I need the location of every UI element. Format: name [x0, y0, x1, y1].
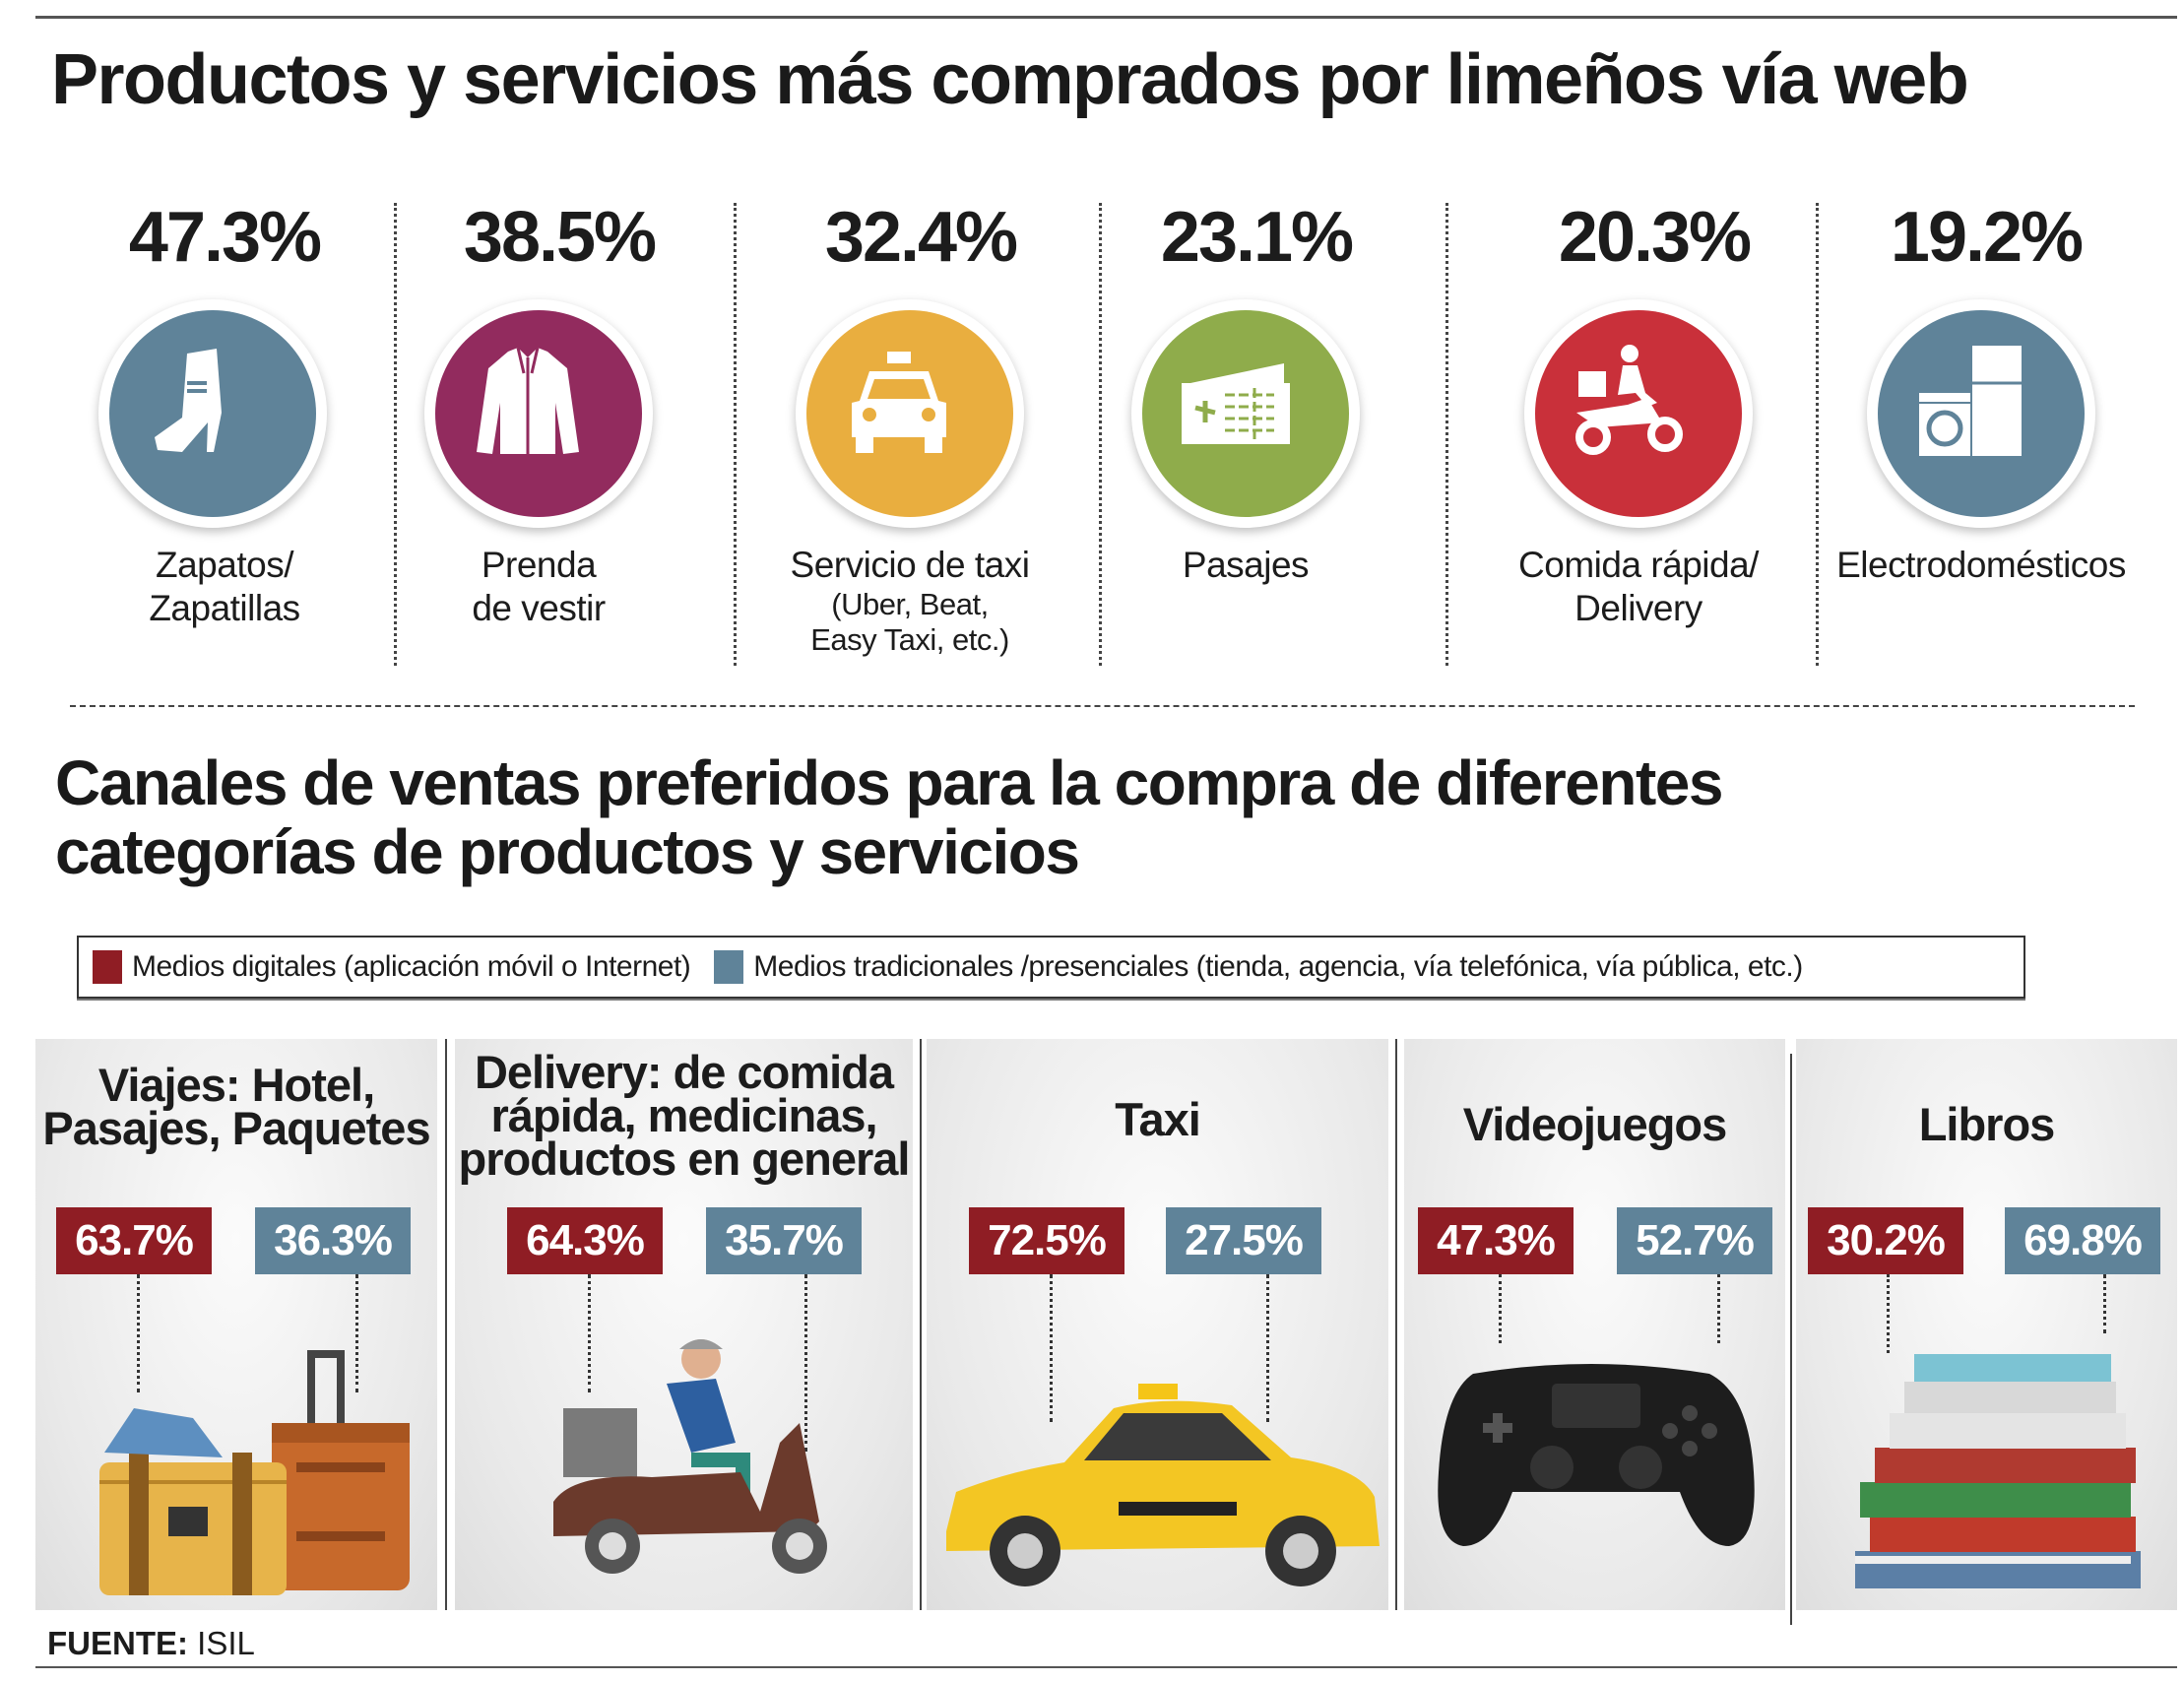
column-divider [1445, 203, 1448, 666]
label-subline: Easy Taxi, etc.) [810, 622, 1009, 657]
category-circle [796, 299, 1024, 528]
digital-percent-badge: 64.3% [507, 1207, 663, 1274]
title-line: Canales de ventas preferidos para la com… [55, 747, 1723, 818]
traditional-percent-badge: 69.8% [2005, 1207, 2160, 1274]
label-line: Delivery [1574, 588, 1702, 628]
panel-title: Viajes: Hotel, Pasajes, Paquetes [42, 1059, 430, 1154]
percent-value: 19.2% [1890, 198, 2084, 277]
percent-value: 32.4% [824, 198, 1018, 277]
ticket-icon [1182, 363, 1290, 444]
category-circle [1131, 299, 1360, 528]
leader-line [1717, 1274, 1720, 1343]
section-divider [70, 705, 2135, 707]
category-label: Servicio de taxi (Uber, Beat, Easy Taxi, e… [752, 544, 1067, 658]
taxi-car-icon [946, 1384, 1380, 1586]
channel-panel-taxi: Taxi 72.5% 27.5% [927, 1039, 1388, 1610]
delivery-scooter-icon [553, 1339, 827, 1574]
column-divider [1099, 203, 1102, 666]
panel-title: Taxi [1115, 1093, 1201, 1145]
section2-title: Canales de ventas preferidos para la com… [55, 747, 1723, 887]
label-line: Pasajes [1182, 545, 1310, 585]
column-divider [394, 203, 397, 666]
leader-line [1499, 1274, 1502, 1343]
label-subline: (Uber, Beat, [831, 587, 989, 621]
category-label: Pasajes [1088, 544, 1403, 587]
leader-line [1050, 1274, 1053, 1422]
label-line: Prenda [481, 545, 597, 585]
column-divider [1816, 203, 1819, 666]
percent-value: 38.5% [463, 198, 657, 277]
category-circle [1867, 299, 2095, 528]
leader-line [588, 1274, 591, 1392]
panel-title: Videojuegos [1462, 1098, 1728, 1150]
channel-panel-viajes: Viajes: Hotel, Pasajes, Paquetes 63.7% 36… [35, 1039, 437, 1610]
taxi-icon [852, 352, 946, 453]
source-label: FUENTE: [47, 1625, 188, 1661]
category-label: Comida rápida/Delivery [1481, 544, 1796, 630]
leader-line [137, 1274, 140, 1392]
label-line: Servicio de taxi [790, 545, 1030, 585]
category-label: Electrodomésticos [1824, 544, 2139, 587]
label-line: Zapatillas [149, 588, 300, 628]
traditional-percent-badge: 52.7% [1617, 1207, 1772, 1274]
category-label: Zapatos/Zapatillas [67, 544, 382, 630]
label-line: Electrodomésticos [1836, 545, 2126, 585]
category-circle [1524, 299, 1753, 528]
leader-line [355, 1274, 358, 1392]
bottom-rule [35, 1666, 2177, 1668]
column-divider [734, 203, 737, 666]
leader-line [2103, 1274, 2106, 1333]
channel-panel-delivery: Delivery: de comida rápida, medicinas, pro… [455, 1039, 913, 1610]
channel-panel-videojuegos: Videojuegos 47.3% 52.7% [1404, 1039, 1785, 1610]
top-rule [35, 16, 2177, 19]
label-line: de vestir [472, 588, 606, 628]
source-note: FUENTE: ISIL [47, 1625, 255, 1662]
digital-percent-badge: 30.2% [1808, 1207, 1963, 1274]
digital-percent-badge: 63.7% [56, 1207, 212, 1274]
legend-label-traditional: Medios tradicionales /presenciales (tien… [753, 950, 1803, 983]
leader-line [1266, 1274, 1269, 1422]
leader-line [1887, 1274, 1890, 1353]
shirt-icon [477, 347, 579, 454]
panel-divider [1395, 1039, 1397, 1610]
channel-panel-libros: Libros 30.2% 69.8% [1796, 1039, 2177, 1610]
books-icon [1855, 1354, 2141, 1588]
source-value: ISIL [197, 1625, 255, 1661]
shoe-icon [155, 349, 222, 452]
traditional-percent-badge: 35.7% [706, 1207, 862, 1274]
category-circle [98, 299, 327, 528]
digital-percent-badge: 47.3% [1418, 1207, 1574, 1274]
panel-divider [920, 1039, 922, 1610]
category-label: Prenda de vestir [381, 544, 696, 630]
panel-divider [445, 1039, 447, 1610]
luggage-icon [99, 1350, 410, 1595]
percent-value: 47.3% [128, 198, 322, 277]
percent-value: 23.1% [1160, 198, 1354, 277]
title-line: categorías de productos y servicios [55, 816, 1080, 887]
category-circle [424, 299, 653, 528]
leader-line [804, 1274, 807, 1452]
panel-title: Libros [1918, 1098, 2056, 1150]
label-line: Comida rápida/ [1518, 545, 1759, 585]
panel-divider [1790, 1054, 1792, 1625]
appliances-icon [1919, 346, 2022, 456]
traditional-percent-badge: 27.5% [1166, 1207, 1321, 1274]
panel-title: Delivery: de comida rápida, medicinas, pro… [458, 1046, 911, 1185]
legend: Medios digitales (aplicación móvil o Int… [77, 936, 2025, 999]
delivery-scooter-icon [1575, 345, 1683, 455]
legend-swatch-digital [93, 950, 122, 984]
percent-value: 20.3% [1558, 198, 1752, 277]
digital-percent-badge: 72.5% [969, 1207, 1124, 1274]
section1-title: Productos y servicios más comprados por … [51, 40, 1969, 119]
gamepad-icon [1438, 1364, 1755, 1546]
traditional-percent-badge: 36.3% [255, 1207, 411, 1274]
label-line: Zapatos/ [156, 545, 293, 585]
legend-swatch-traditional [714, 950, 744, 984]
legend-label-digital: Medios digitales (aplicación móvil o Int… [132, 950, 691, 983]
